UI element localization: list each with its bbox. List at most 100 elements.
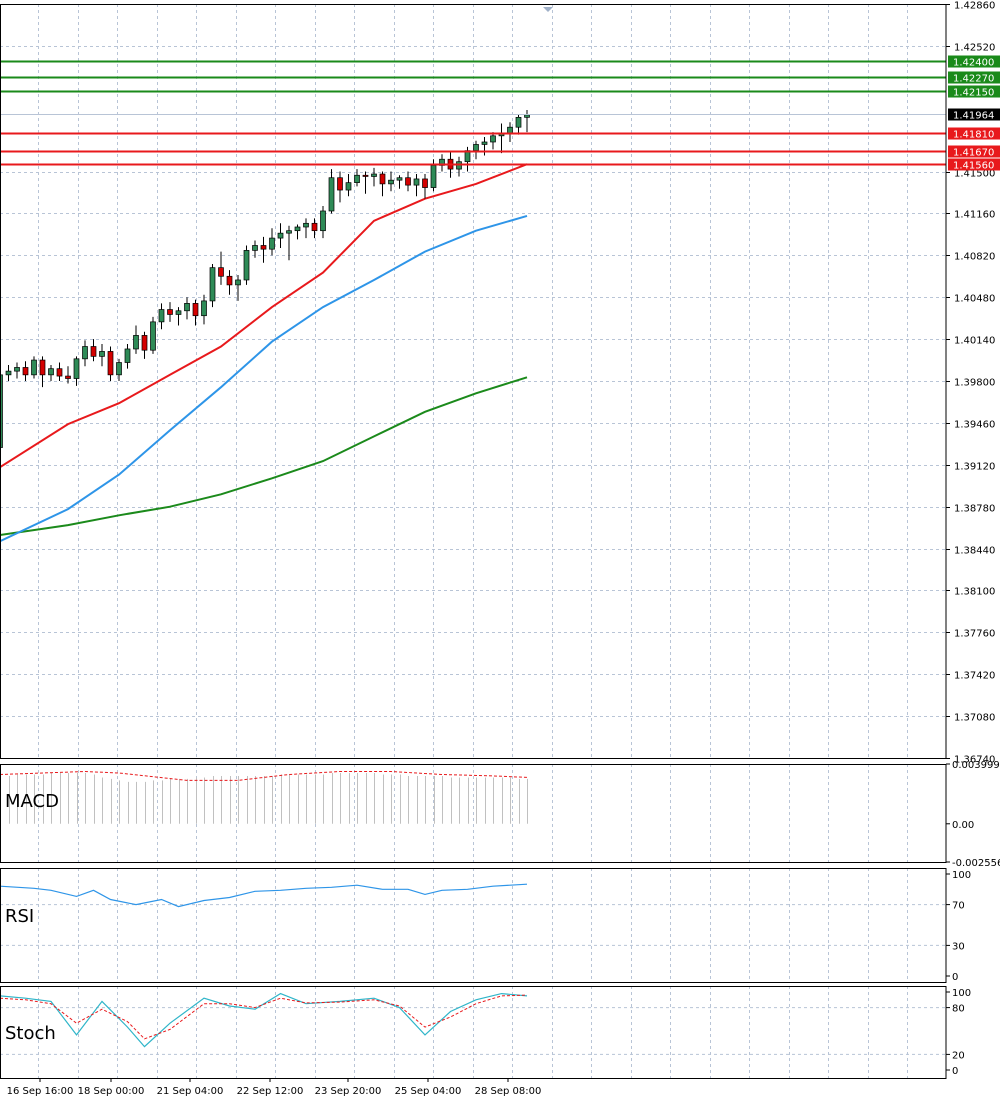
candle-body: [133, 335, 139, 350]
price-tick-label: 1.38100: [954, 587, 995, 598]
price-tick-label: 1.40820: [954, 252, 995, 263]
rsi-tick-label: 0: [952, 972, 958, 983]
pane-frame: [0, 764, 947, 863]
moving-average-mid: [0, 214, 528, 543]
candle-body: [328, 177, 335, 212]
price-pane[interactable]: [0, 60, 946, 543]
stoch-main-line: [0, 992, 528, 1048]
price-tick-label: 1.41500: [954, 169, 995, 180]
candle-body: [413, 178, 420, 186]
candle-body: [39, 359, 46, 376]
candle-body: [175, 310, 182, 315]
candle-body: [73, 358, 80, 379]
rsi-line: [0, 883, 528, 908]
macd-signal-line: [0, 770, 528, 781]
candle-body: [107, 351, 114, 376]
time-tick-label: 22 Sep 12:00: [237, 1086, 304, 1097]
candle-body: [82, 346, 88, 360]
candle-body: [201, 300, 207, 317]
candle-body: [354, 174, 360, 183]
candle-body: [515, 116, 522, 128]
rsi-tick-label: 70: [952, 901, 965, 912]
stoch-pane[interactable]: Stoch: [0, 992, 946, 1055]
current-price-tag: [948, 108, 1000, 121]
price-tick-label: 1.39120: [954, 462, 995, 473]
candle-body: [0, 374, 3, 448]
rsi-label: RSI: [5, 906, 34, 927]
candle-body: [22, 367, 29, 376]
stoch-tick-label: 80: [952, 1004, 965, 1015]
candle-body: [56, 368, 63, 377]
candle-body: [388, 179, 394, 185]
macd-pane[interactable]: MACD: [0, 770, 528, 824]
candle-body: [286, 230, 292, 234]
candle-body: [490, 135, 496, 143]
resistance-level-label: 1.42400: [953, 58, 994, 69]
candle-body: [218, 267, 224, 277]
resistance-level-tag: [948, 55, 1000, 68]
stoch-tick-label: 0: [952, 1066, 958, 1077]
price-tick-label: 1.40480: [954, 294, 995, 305]
candle-body: [252, 245, 258, 251]
candle-body: [481, 141, 488, 145]
resistance-level-label: 1.42150: [953, 88, 994, 99]
candle-body: [116, 362, 122, 376]
stoch-signal-line: [0, 994, 528, 1040]
macd-tick-label: -0.002556: [952, 858, 1000, 869]
candle-body: [371, 173, 377, 177]
pane-frame: [0, 868, 947, 983]
price-tick-label: 1.42860: [954, 1, 995, 12]
pane-frame: [0, 986, 947, 1079]
moving-average-fast: [0, 163, 528, 469]
candle-body: [311, 222, 318, 232]
candle-body: [192, 303, 199, 317]
candle-body: [243, 250, 250, 281]
support-level-label: 1.41670: [953, 148, 994, 159]
resistance-level-tag: [948, 85, 1000, 98]
support-level-label: 1.41560: [953, 161, 994, 172]
stoch-tick-label: 20: [952, 1050, 965, 1061]
candle-body: [167, 309, 173, 315]
candle-body: [65, 375, 71, 379]
price-tick-label: 1.40140: [954, 336, 995, 347]
macd-tick-label: 0.00: [952, 820, 974, 831]
time-tick-label: 16 Sep 16:00: [7, 1086, 74, 1097]
time-tick-label: 28 Sep 08:00: [475, 1086, 542, 1097]
price-tick-label: 1.38780: [954, 504, 995, 515]
candle-body: [303, 222, 309, 228]
rsi-pane[interactable]: RSI: [0, 883, 946, 946]
candle-body: [141, 335, 148, 351]
candle-body: [422, 178, 428, 188]
candle-body: [405, 177, 411, 186]
candle-body: [124, 348, 131, 363]
price-tick-label: 1.39460: [954, 420, 995, 431]
stoch-label: Stoch: [5, 1023, 56, 1044]
candle-body: [99, 351, 105, 357]
candle-body: [473, 144, 479, 151]
macd-tick-label: 0.003999: [952, 760, 1000, 771]
candle-body: [277, 232, 284, 239]
pane-frame: [0, 4, 947, 759]
price-tick-label: 1.37080: [954, 713, 995, 724]
macd-label: MACD: [5, 791, 59, 812]
price-tick-label: 1.37760: [954, 629, 995, 640]
candle-body: [184, 303, 190, 312]
time-tick-label: 23 Sep 20:00: [315, 1086, 382, 1097]
price-tick-label: 1.38440: [954, 546, 995, 557]
candle-body: [524, 114, 530, 118]
support-level-tag: [948, 158, 1000, 171]
candle-body: [158, 309, 165, 323]
candle-body: [48, 368, 54, 376]
candle-body: [14, 367, 20, 372]
candle-body: [260, 245, 267, 250]
candle-body: [226, 275, 233, 286]
candle-body: [31, 359, 37, 376]
time-tick-label: 25 Sep 04:00: [395, 1086, 462, 1097]
candle-body: [5, 370, 12, 376]
candle-body: [345, 182, 352, 191]
candle-body: [294, 226, 301, 232]
scroll-marker-icon: [543, 7, 553, 12]
rsi-tick-label: 100: [952, 870, 971, 881]
